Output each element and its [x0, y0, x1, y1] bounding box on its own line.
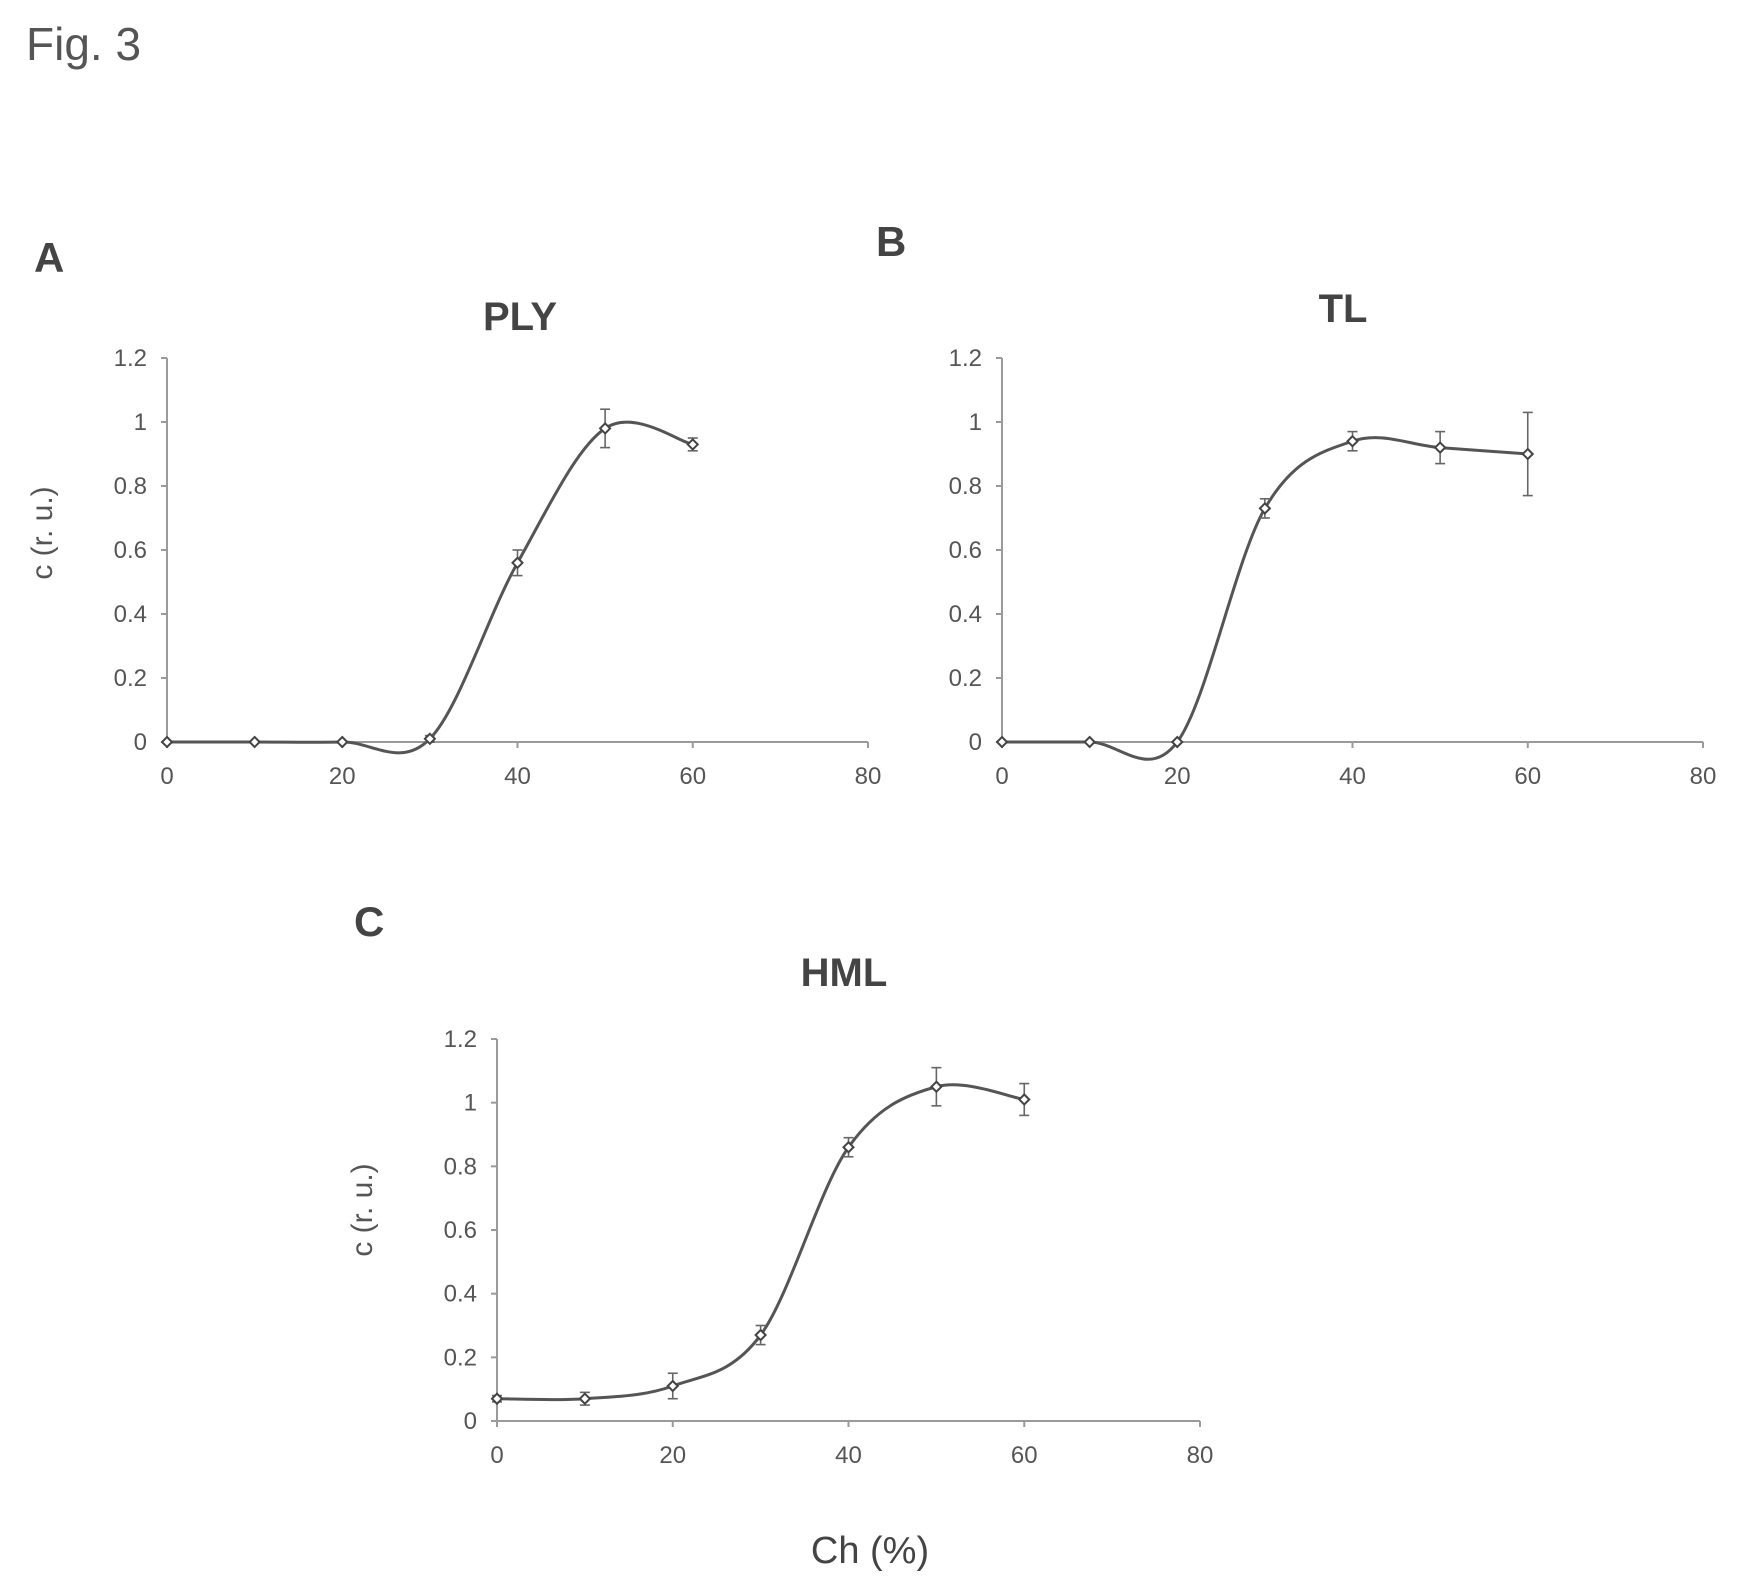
x-tick-label: 60	[679, 763, 706, 790]
figure-label: Fig. 3	[26, 18, 141, 70]
data-point	[842, 1140, 855, 1154]
y-tick-label: 0	[134, 729, 147, 756]
y-tick-label: 0.8	[114, 473, 147, 500]
x-tick-label: 0	[490, 1442, 503, 1469]
panel-b: B TL 0 0.2 0.4 0.6 0.8 1 1.2 0 20 40 60 80	[876, 218, 1716, 790]
y-tick-label: 0.8	[949, 473, 982, 500]
y-tick-label: 1	[969, 409, 982, 436]
y-tick-label: 1	[464, 1090, 477, 1117]
panel-letter-a: A	[34, 234, 64, 281]
x-tick-label: 60	[1011, 1442, 1038, 1469]
x-tick-label: 40	[504, 763, 531, 790]
data-point	[666, 1379, 680, 1393]
data-point	[511, 556, 524, 570]
panel-title-hml: HML	[801, 951, 888, 995]
data-point	[1521, 447, 1535, 461]
data-point	[1017, 1093, 1031, 1106]
x-tick-label: 60	[1514, 763, 1541, 790]
x-tick-label: 20	[659, 1442, 686, 1469]
shared-x-axis-title: Ch (%)	[811, 1530, 929, 1572]
y-tick-label: 1	[134, 409, 147, 436]
y-tick-label: 1.2	[114, 345, 147, 372]
data-point	[598, 421, 612, 435]
panel-title-ply: PLY	[483, 295, 557, 339]
data-point	[929, 1080, 943, 1094]
data-point	[686, 437, 700, 451]
x-tick-label: 40	[835, 1442, 862, 1469]
y-axis-title-c: c (r. u.)	[346, 1163, 379, 1256]
plot-area-a: 0 0.2 0.4 0.6 0.8 1 1.2 0 20 40 60 80	[114, 345, 882, 790]
data-point	[995, 735, 1009, 749]
y-tick-label: 0.6	[444, 1217, 477, 1244]
panel-title-tl: TL	[1319, 287, 1368, 331]
y-tick-label: 0.4	[949, 601, 982, 628]
y-tick-label: 0.2	[444, 1344, 477, 1371]
plot-area-b: 0 0.2 0.4 0.6 0.8 1 1.2 0 20 40 60 80	[949, 345, 1717, 790]
data-point	[160, 735, 174, 749]
data-point	[423, 732, 437, 746]
panel-letter-c: C	[354, 898, 384, 945]
data-point	[248, 735, 262, 749]
y-axis-title-a: c (r. u.)	[26, 486, 59, 579]
data-point	[1433, 441, 1447, 455]
data-point	[578, 1392, 592, 1406]
y-tick-label: 0.8	[444, 1153, 477, 1180]
data-point	[1170, 735, 1184, 749]
y-tick-label: 0.4	[114, 601, 147, 628]
x-tick-label: 80	[855, 763, 882, 790]
x-tick-label: 80	[1187, 1442, 1214, 1469]
x-tick-label: 0	[160, 763, 173, 790]
panel-letter-b: B	[876, 218, 906, 265]
x-tick-label: 20	[1164, 763, 1191, 790]
y-tick-label: 0.2	[949, 665, 982, 692]
data-point	[335, 735, 349, 749]
data-point	[1083, 735, 1097, 749]
y-tick-label: 0.4	[444, 1281, 477, 1308]
y-tick-label: 0.6	[949, 537, 982, 564]
panel-c: C HML c (r. u.) 0 0.2 0.4 0.6 0.8 1 1.2 0 20 40 60…	[346, 898, 1213, 1469]
series-line-a	[166, 420, 694, 755]
data-point	[1258, 501, 1272, 515]
y-tick-label: 0.6	[114, 537, 147, 564]
x-tick-label: 20	[329, 763, 356, 790]
y-tick-label: 1.2	[444, 1026, 477, 1053]
series-line-c	[496, 1083, 1025, 1402]
y-tick-label: 0.2	[114, 665, 147, 692]
x-tick-label: 80	[1690, 763, 1717, 790]
x-tick-label: 0	[995, 763, 1008, 790]
panel-a: A PLY c (r. u.) 0 0.2 0.4 0.6 0.8 1 1.2 0 20 40 60…	[26, 234, 881, 790]
y-tick-label: 0	[969, 729, 982, 756]
plot-area-c: 0 0.2 0.4 0.6 0.8 1 1.2 0 20 40 60 80	[444, 1026, 1214, 1469]
x-tick-label: 40	[1339, 763, 1366, 790]
data-point	[490, 1392, 504, 1406]
series-line-b	[1001, 436, 1528, 761]
data-point	[754, 1328, 768, 1342]
y-tick-label: 1.2	[949, 345, 982, 372]
data-point	[1346, 434, 1359, 448]
y-tick-label: 0	[464, 1408, 477, 1435]
